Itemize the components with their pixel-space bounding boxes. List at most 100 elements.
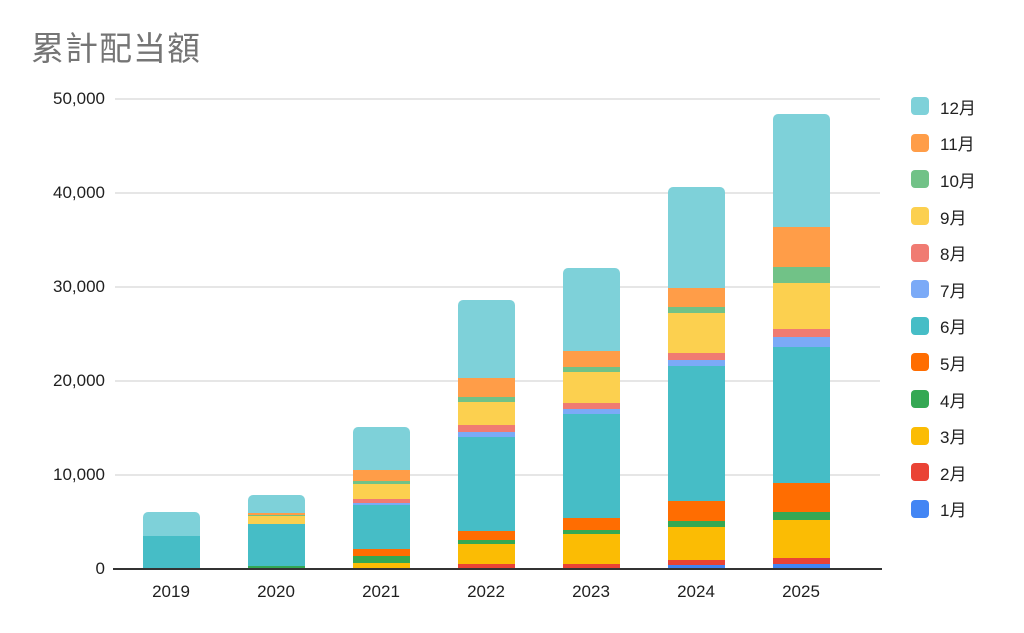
legend-swatch-icon xyxy=(911,316,929,335)
bar-segment-2021-6月[interactable] xyxy=(352,505,410,549)
legend-label: 7月 xyxy=(940,281,967,301)
bar-segment-2023-7月[interactable] xyxy=(562,408,620,414)
bar-segment-2023-5月[interactable] xyxy=(562,518,620,530)
bar-segment-2019-6月[interactable] xyxy=(142,535,200,569)
bar-2021 xyxy=(352,427,410,569)
legend-label: 3月 xyxy=(940,428,967,448)
bar-segment-2023-2月[interactable] xyxy=(562,563,620,569)
legend-item-11月[interactable]: 11月 xyxy=(911,125,976,162)
bar-segment-2024-1月[interactable] xyxy=(667,564,725,569)
legend-label: 10月 xyxy=(940,171,976,191)
legend-item-2月[interactable]: 2月 xyxy=(911,454,976,491)
bar-segment-2024-9月[interactable] xyxy=(667,313,725,354)
bar-segment-2025-7月[interactable] xyxy=(772,336,830,347)
bar-segment-2022-6月[interactable] xyxy=(457,436,515,531)
bar-segment-2025-2月[interactable] xyxy=(772,558,830,564)
bar-segment-2024-12月[interactable] xyxy=(667,187,725,289)
bar-segment-2019-12月[interactable] xyxy=(142,511,200,536)
bar-segment-2024-5月[interactable] xyxy=(667,500,725,521)
legend-swatch-icon xyxy=(911,243,929,262)
bar-segment-2024-3月[interactable] xyxy=(667,526,725,560)
legend-item-8月[interactable]: 8月 xyxy=(911,234,976,271)
legend-swatch-icon xyxy=(911,133,929,152)
x-tick-label: 2020 xyxy=(257,582,295,601)
bar-segment-2024-11月[interactable] xyxy=(667,288,725,308)
bar-segment-2022-2月[interactable] xyxy=(457,564,515,569)
bar-segment-2023-6月[interactable] xyxy=(562,413,620,519)
bar-segment-2023-3月[interactable] xyxy=(562,534,620,564)
bar-segment-2020-9月[interactable] xyxy=(247,516,305,525)
bar-segment-2022-7月[interactable] xyxy=(457,432,515,437)
bar-segment-2020-10月[interactable] xyxy=(247,514,305,517)
legend-item-12月[interactable]: 12月 xyxy=(911,88,976,125)
bar-segment-2021-5月[interactable] xyxy=(352,548,410,556)
x-tick-label: 2021 xyxy=(362,582,400,601)
legend-item-6月[interactable]: 6月 xyxy=(911,308,976,345)
y-tick-label: 0 xyxy=(95,559,105,578)
bar-segment-2021-12月[interactable] xyxy=(352,427,410,471)
bar-segment-2025-4月[interactable] xyxy=(772,511,830,520)
legend-item-3月[interactable]: 3月 xyxy=(911,417,976,454)
bar-segment-2023-10月[interactable] xyxy=(562,366,620,373)
bar-segment-2024-2月[interactable] xyxy=(667,559,725,565)
legend-item-5月[interactable]: 5月 xyxy=(911,344,976,381)
bar-segment-2022-4月[interactable] xyxy=(457,539,515,545)
bar-segment-2021-4月[interactable] xyxy=(352,555,410,563)
bar-segment-2025-12月[interactable] xyxy=(772,113,830,227)
legend-item-10月[interactable]: 10月 xyxy=(911,161,976,198)
bar-segment-2025-1月[interactable] xyxy=(772,563,830,569)
bar-segment-2020-12月[interactable] xyxy=(247,494,305,513)
bar-segment-2025-8月[interactable] xyxy=(772,329,830,337)
bar-segment-2020-11月[interactable] xyxy=(247,512,305,515)
bar-segment-2025-3月[interactable] xyxy=(772,519,830,559)
bar-segment-2022-5月[interactable] xyxy=(457,530,515,540)
bar-segment-2024-4月[interactable] xyxy=(667,520,725,527)
chart-title: 累計配当額 xyxy=(31,30,201,67)
legend-label: 2月 xyxy=(940,464,967,484)
bar-segment-2022-8月[interactable] xyxy=(457,424,515,433)
bar-segment-2025-10月[interactable] xyxy=(772,267,830,284)
bar-segment-2022-11月[interactable] xyxy=(457,378,515,397)
bar-segment-2021-9月[interactable] xyxy=(352,484,410,500)
bar-segment-2023-11月[interactable] xyxy=(562,350,620,367)
x-tick-label: 2022 xyxy=(467,582,505,601)
legend-label: 6月 xyxy=(940,318,967,338)
bar-segment-2024-10月[interactable] xyxy=(667,307,725,314)
legend-item-9月[interactable]: 9月 xyxy=(911,198,976,235)
legend-label: 9月 xyxy=(940,208,967,228)
bar-segment-2025-11月[interactable] xyxy=(772,226,830,268)
bar-segment-2022-3月[interactable] xyxy=(457,544,515,565)
bar-segment-2023-12月[interactable] xyxy=(562,267,620,351)
bar-2020 xyxy=(247,494,305,569)
bar-segment-2025-9月[interactable] xyxy=(772,283,830,330)
bar-2024 xyxy=(667,187,725,569)
bar-segment-2023-4月[interactable] xyxy=(562,529,620,535)
bar-segment-2024-6月[interactable] xyxy=(667,365,725,501)
bar-segment-2023-8月[interactable] xyxy=(562,403,620,409)
bar-segment-2021-10月[interactable] xyxy=(352,481,410,485)
x-tick-label: 2024 xyxy=(677,582,715,601)
bar-segment-2021-3月[interactable] xyxy=(352,562,410,569)
legend-item-1月[interactable]: 1月 xyxy=(911,491,976,528)
bar-segment-2021-8月[interactable] xyxy=(352,499,410,503)
bar-segment-2022-12月[interactable] xyxy=(457,300,515,378)
bar-segment-2020-4月[interactable] xyxy=(247,565,305,568)
gridline xyxy=(115,98,880,100)
bar-segment-2024-8月[interactable] xyxy=(667,353,725,360)
y-tick-label: 20,000 xyxy=(53,371,105,390)
legend-item-7月[interactable]: 7月 xyxy=(911,271,976,308)
bar-segment-2021-7月[interactable] xyxy=(352,502,410,506)
bar-segment-2024-7月[interactable] xyxy=(667,359,725,366)
y-tick-label: 40,000 xyxy=(53,183,105,202)
bar-segment-2020-6月[interactable] xyxy=(247,524,305,566)
legend-label: 1月 xyxy=(940,501,967,521)
bar-segment-2021-11月[interactable] xyxy=(352,470,410,482)
legend-item-4月[interactable]: 4月 xyxy=(911,381,976,418)
bar-segment-2025-6月[interactable] xyxy=(772,346,830,484)
bar-segment-2023-9月[interactable] xyxy=(562,372,620,404)
legend-label: 12月 xyxy=(940,98,976,118)
bar-segment-2025-5月[interactable] xyxy=(772,483,830,512)
bar-segment-2022-9月[interactable] xyxy=(457,402,515,425)
bar-segment-2022-10月[interactable] xyxy=(457,396,515,403)
y-tick-label: 30,000 xyxy=(53,277,105,296)
